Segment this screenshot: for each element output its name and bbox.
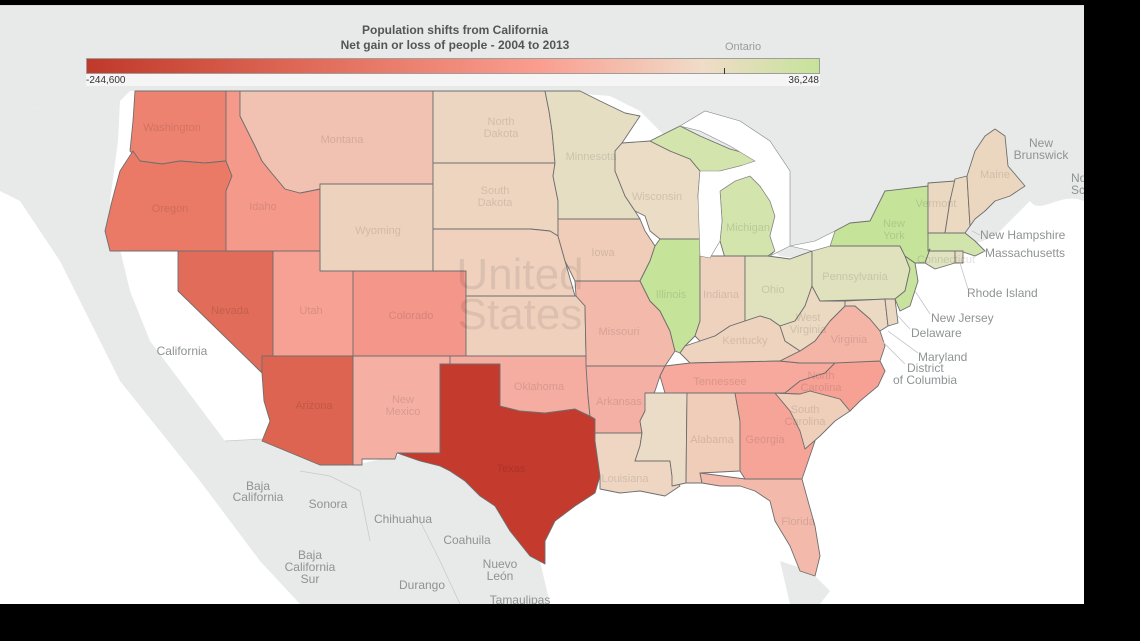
us-states[interactable] (104, 90, 1026, 577)
country-label-2: States (458, 290, 583, 339)
great-lakes (679, 110, 836, 259)
choropleth-map[interactable]: United States Washington Oregon Idaho Mo… (0, 5, 1084, 604)
label-new-jersey: New Jersey (931, 311, 994, 325)
state-wyoming[interactable] (319, 183, 434, 272)
label-baja-sur-2: California (285, 560, 336, 574)
state-washington[interactable] (129, 90, 227, 165)
label-durango: Durango (399, 578, 445, 592)
state-maine[interactable] (966, 128, 1026, 227)
state-pennsylvania[interactable] (811, 245, 911, 302)
state-new-jersey[interactable] (894, 255, 919, 312)
map-view[interactable]: United States Washington Oregon Idaho Mo… (0, 5, 1084, 604)
label-new-brunswick: New (1029, 136, 1053, 150)
label-new-brunswick-2: Brunswick (1014, 148, 1070, 162)
label-new-hampshire: New Hampshire (980, 228, 1066, 242)
state-florida[interactable] (699, 472, 821, 577)
label-nova-scotia: No (1071, 171, 1084, 185)
state-north-carolina[interactable] (774, 360, 886, 412)
label-sonora: Sonora (309, 497, 348, 511)
label-rhode-island: Rhode Island (967, 286, 1038, 300)
leader-lines (881, 230, 988, 365)
label-coahuila: Coahuila (443, 533, 491, 547)
color-legend-bar[interactable] (86, 58, 820, 74)
label-nova-scotia-2: Sc (1071, 183, 1084, 197)
label-baja-california: Baja (246, 479, 270, 493)
label-district: District (907, 361, 944, 375)
state-south-dakota[interactable] (432, 162, 559, 237)
state-new-mexico[interactable] (352, 355, 451, 466)
label-delaware: Delaware (911, 326, 962, 340)
label-maryland: Maryland (918, 350, 967, 364)
state-alabama[interactable] (685, 392, 741, 484)
label-baja-sur: Baja (298, 548, 322, 562)
label-district-2: of Columbia (893, 373, 957, 387)
state-connecticut[interactable] (924, 248, 956, 270)
label-nuevo-leon: Nuevo (483, 557, 518, 571)
label-massachusetts: Massachusetts (985, 246, 1065, 260)
geo-labels: California New Brunswick No Sc New Hamps… (157, 136, 1084, 604)
label-nuevo-leon-2: León (487, 569, 514, 583)
label-california: California (157, 344, 208, 358)
state-oregon[interactable] (104, 150, 233, 252)
label-baja-california-2: California (233, 490, 284, 504)
country-label: United (456, 250, 583, 299)
state-colorado[interactable] (352, 270, 467, 357)
label-chihuahua: Chihuahua (374, 512, 432, 526)
state-rhode-island[interactable] (954, 250, 964, 264)
state-nebraska[interactable] (432, 228, 576, 297)
state-delaware[interactable] (884, 298, 899, 327)
label-tamaulipas: Tamaulipas (490, 593, 551, 604)
label-baja-sur-3: Sur (301, 572, 320, 586)
state-north-dakota[interactable] (432, 90, 556, 164)
legend-zero-tick (724, 68, 725, 74)
